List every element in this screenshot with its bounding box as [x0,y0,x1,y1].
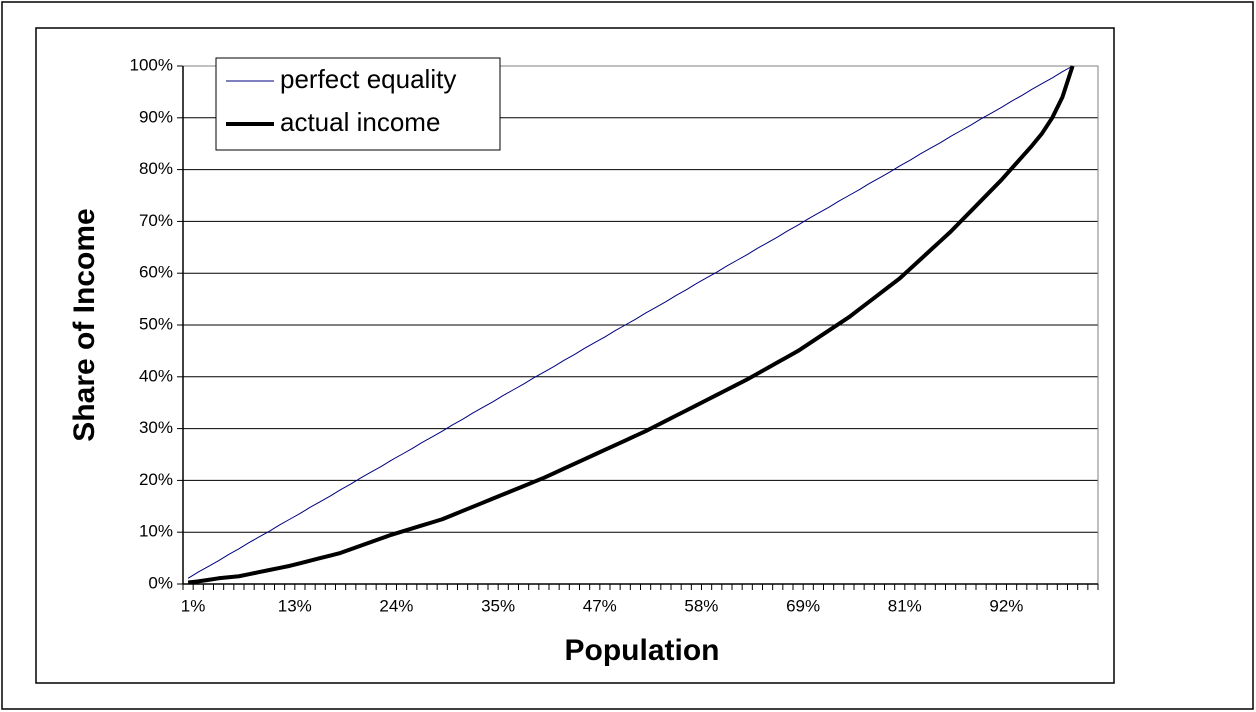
x-tick-label: 58% [684,596,718,615]
legend-label: actual income [280,107,440,137]
series-line [187,65,1073,579]
y-tick-label: 30% [139,418,173,437]
x-tick-label: 81% [888,596,922,615]
y-tick-label: 40% [139,366,173,385]
y-tick-label: 60% [139,263,173,282]
x-tick-label: 1% [181,596,206,615]
y-tick-label: 70% [139,211,173,230]
y-tick-label: 90% [139,107,173,126]
x-axis-title: Population [565,634,720,667]
y-tick-label: 80% [139,159,173,178]
y-tick-label: 20% [139,470,173,489]
series-line [187,65,1075,585]
x-tick-label: 47% [583,596,617,615]
legend: perfect equality actual income [215,57,501,151]
x-tick-label: 35% [481,596,515,615]
plot-area: 0% 10% 20% 30% 40% 50% 60% 70% 80% 90% 100% 1% 13% 24… [130,55,1099,615]
x-tick-label: 69% [786,596,820,615]
y-tick-label: 50% [139,314,173,333]
y-tick-label: 100% [130,55,173,74]
legend-label: perfect equality [280,64,456,94]
y-tick-label: 10% [139,522,173,541]
legend-box [215,57,501,151]
x-tick-label: 92% [989,596,1023,615]
y-axis-title: Share of Income [68,208,101,441]
y-tick-label: 0% [148,573,173,592]
x-tick-label: 24% [379,596,413,615]
x-tick-label: 13% [278,596,312,615]
